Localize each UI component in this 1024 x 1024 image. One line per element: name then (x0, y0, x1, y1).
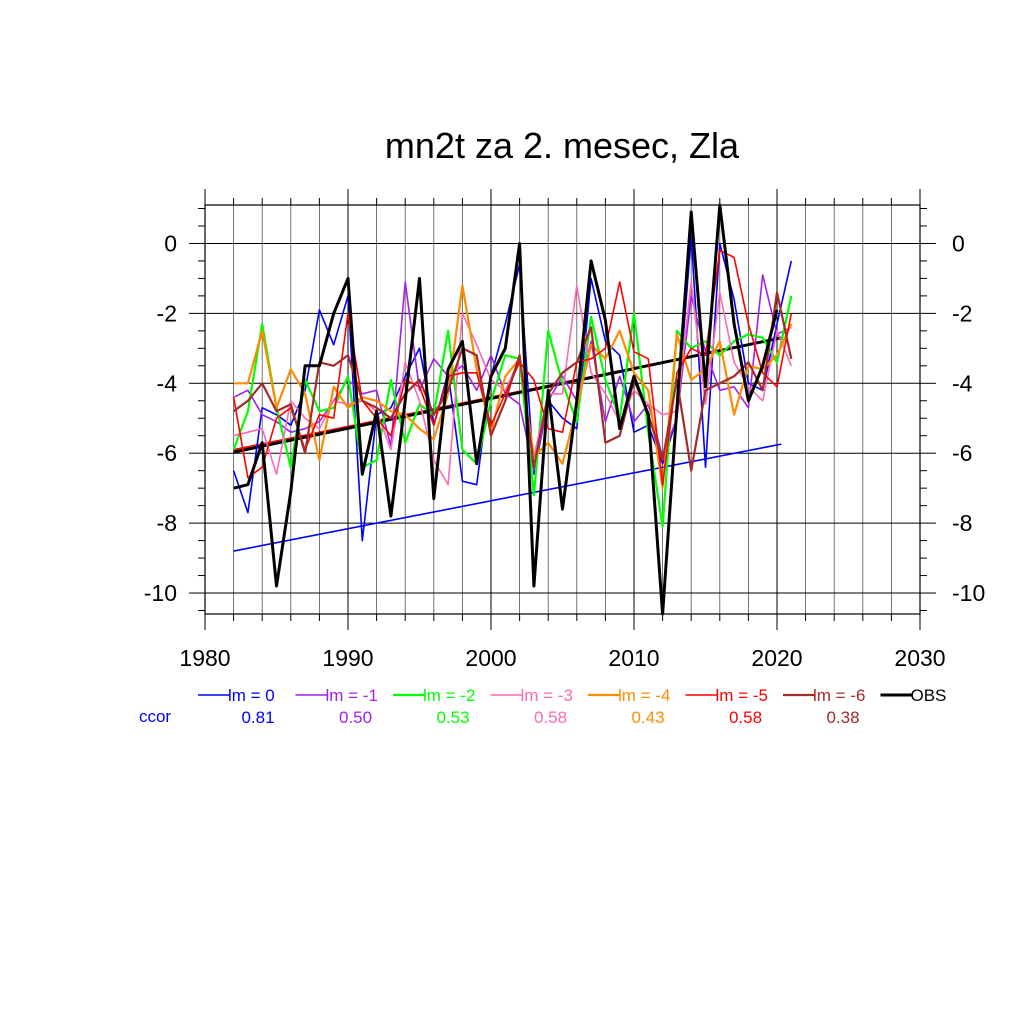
legend-item: lm = -5 0.58 (685, 686, 768, 727)
plot-area: 1980 1990 2000 2010 2020 2030 0 0 -2 -2 -4 -4 -6 -6 -8… (144, 189, 985, 671)
legend-label: lm = -1 (326, 686, 378, 705)
y-tick-label-left: -2 (157, 300, 177, 326)
y-tick-label-left: -10 (144, 580, 177, 606)
x-tick-label: 1990 (322, 645, 373, 671)
ccor-label: ccor (139, 707, 171, 726)
legend-item: lm = -2 0.53 (393, 686, 475, 727)
legend-ccor-value: 0.50 (339, 708, 372, 727)
legend-item: lm = -4 0.43 (588, 686, 670, 727)
series-line-lm-6 (232, 291, 793, 472)
x-tick-label: 1980 (179, 645, 230, 671)
x-tick-label: 2030 (894, 645, 945, 671)
legend-item: OBS (880, 686, 947, 705)
plot-frame (204, 204, 921, 615)
legend-label: OBS (911, 686, 947, 705)
y-tick-label-right: -10 (952, 580, 985, 606)
y-tick-label-right: -6 (952, 440, 972, 466)
legend-ccor-value: 0.43 (631, 708, 664, 727)
legend-item: lm = -3 0.58 (490, 686, 573, 727)
legend-ccor-value: 0.58 (534, 708, 567, 727)
legend-label: lm = -5 (716, 686, 768, 705)
legend-label: lm = -4 (618, 686, 670, 705)
x-tick-label: 2000 (465, 645, 516, 671)
legend-item: lm = -6 0.38 (783, 686, 865, 727)
y-tick-label-right: -8 (952, 510, 972, 536)
chart-title: mn2t za 2. mesec, Zla (385, 125, 740, 166)
legend-label: lm = -6 (813, 686, 865, 705)
legend-item: lm = -1 0.50 (295, 686, 378, 727)
x-tick-label: 2020 (751, 645, 802, 671)
legend-ccor-value: 0.38 (826, 708, 859, 727)
series-line-lm-1 (233, 274, 792, 472)
legend-ccor-value: 0.58 (729, 708, 762, 727)
legend-item: lm = 0 0.81 (198, 686, 275, 727)
y-tick-label-left: -8 (157, 510, 177, 536)
x-tick-label: 2010 (608, 645, 659, 671)
legend-ccor-value: 0.53 (436, 708, 469, 727)
series-line-lm-4 (233, 284, 793, 490)
series-line-obs (233, 203, 779, 616)
legend-ccor-value: 0.81 (241, 708, 274, 727)
y-tick-label-right: 0 (952, 230, 965, 256)
legend-label: lm = 0 (228, 686, 275, 705)
legend-label: lm = -2 (423, 686, 475, 705)
y-tick-label-right: -2 (952, 300, 972, 326)
y-tick-label-left: -6 (157, 440, 177, 466)
legend-label: lm = -3 (521, 686, 573, 705)
y-tick-label-left: -4 (157, 370, 178, 396)
y-tick-label-right: -4 (952, 370, 973, 396)
y-tick-label-left: 0 (164, 230, 177, 256)
